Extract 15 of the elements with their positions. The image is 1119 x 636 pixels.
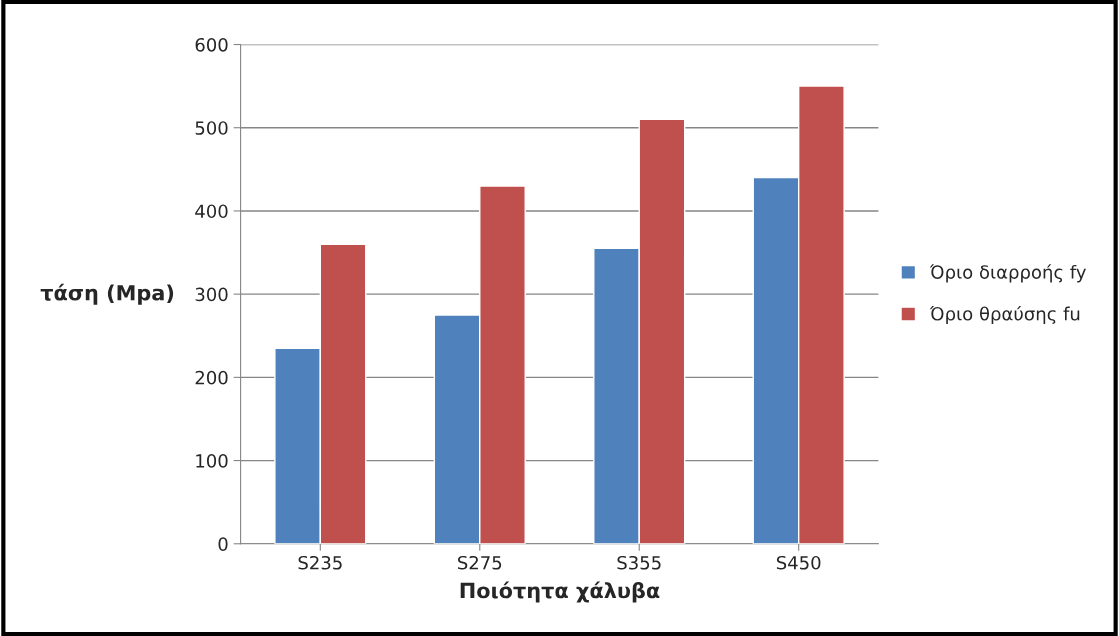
y-tick-label: 500	[195, 121, 228, 135]
y-tick-label: 400	[195, 204, 228, 219]
y-tick-label: 300	[195, 287, 228, 302]
x-tick-label: S235	[298, 555, 342, 570]
y-tick-label: 0	[218, 537, 228, 551]
y-tick-label: 100	[196, 454, 228, 468]
x-axis-title: Ποιότητα χάλυβα	[460, 581, 660, 603]
y-tick-label: 600	[195, 37, 228, 52]
y-axis-title: τάση (Mpa)	[40, 283, 174, 305]
x-tick-label: S450	[776, 555, 821, 570]
x-tick-label: S275	[458, 555, 502, 570]
x-tick-label: S355	[617, 555, 661, 570]
legend-label: Όριο διαρροής fy	[929, 264, 1086, 283]
legend-label: Όριο θραύσης fu	[929, 305, 1080, 325]
y-tick-label: 200	[195, 370, 228, 385]
